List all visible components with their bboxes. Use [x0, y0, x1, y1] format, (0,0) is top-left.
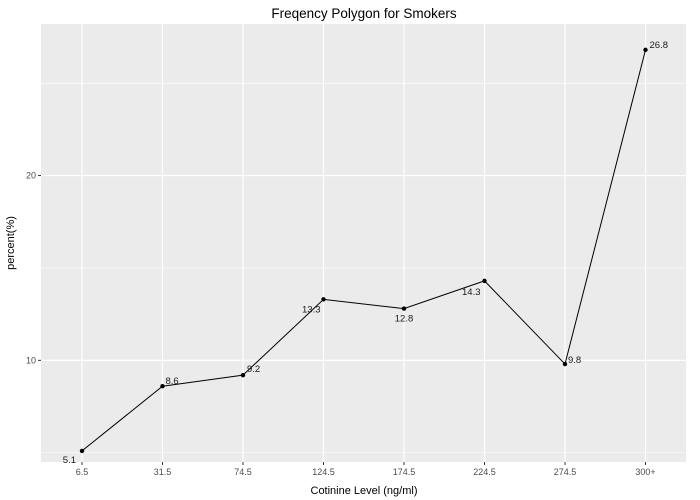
data-point — [401, 306, 407, 311]
data-label: 9.8 — [568, 355, 581, 366]
y-axis: 10 20 — [26, 171, 41, 365]
data-point — [643, 47, 648, 53]
data-label: 13.3 — [302, 304, 321, 315]
data-point — [240, 372, 246, 378]
x-tick-label: 300+ — [635, 467, 655, 477]
x-tick-label: 6.5 — [76, 467, 89, 477]
x-tick-label: 224.5 — [473, 467, 496, 477]
data-label: 14.3 — [462, 287, 481, 298]
y-axis-title: percent(%) — [5, 216, 17, 270]
y-tick-label: 20 — [26, 171, 36, 181]
plot-panel — [41, 24, 686, 462]
x-tick-label: 274.5 — [554, 467, 577, 477]
data-point — [321, 297, 326, 302]
data-point — [562, 361, 568, 367]
x-axis: 6.5 31.5 74.5 124.5 174.5 224.5 274.5 300+ — [76, 462, 656, 477]
data-label: 9.2 — [247, 364, 260, 375]
data-point — [160, 384, 165, 389]
x-tick-label: 31.5 — [154, 467, 172, 477]
x-tick-label: 174.5 — [393, 467, 416, 477]
y-tick-label: 10 — [26, 355, 36, 365]
data-label: 26.8 — [650, 40, 669, 51]
data-label: 12.8 — [395, 314, 414, 325]
data-label: 8.6 — [166, 376, 179, 387]
data-label: 5.1 — [63, 455, 76, 466]
x-tick-label: 124.5 — [312, 467, 335, 477]
data-point — [482, 278, 487, 284]
data-series: 5.1 8.6 9.2 13.3 12.8 14.3 9.8 26.8 — [63, 40, 668, 466]
grid-lines — [41, 24, 686, 462]
x-axis-title: Cotinine Level (ng/ml) — [311, 485, 418, 497]
chart-title: Freqency Polygon for Smokers — [271, 6, 457, 21]
x-tick-label: 74.5 — [234, 467, 252, 477]
data-point — [79, 448, 85, 454]
series-line — [81, 49, 646, 452]
